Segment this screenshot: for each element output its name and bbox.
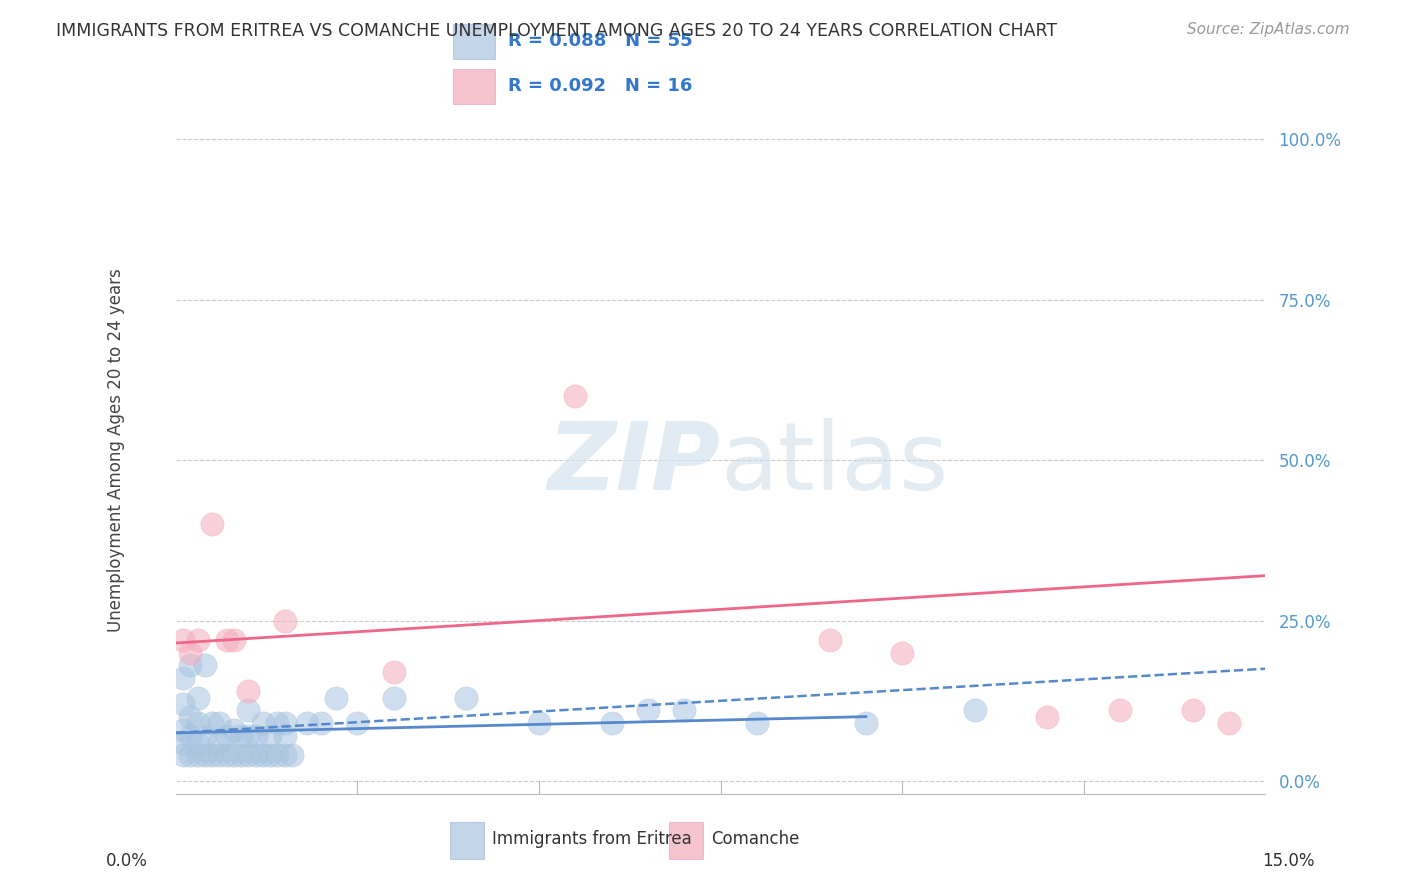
Point [172,697,194,711]
Point [382,690,405,705]
Point [231,729,253,743]
Point [201,517,224,532]
FancyBboxPatch shape [453,69,495,103]
Point [179,748,201,763]
Point [346,716,368,731]
Point [215,632,238,647]
Point [172,671,194,685]
Point [1218,716,1240,731]
Text: Comanche: Comanche [711,830,800,848]
Point [186,716,209,731]
Point [201,716,224,731]
Point [963,703,986,717]
Point [201,748,224,763]
Point [186,632,209,647]
Point [172,748,194,763]
Point [818,632,841,647]
Point [274,748,297,763]
Point [186,690,209,705]
Point [309,716,332,731]
Point [259,729,281,743]
FancyBboxPatch shape [669,822,703,858]
FancyBboxPatch shape [453,24,495,59]
Text: atlas: atlas [721,418,949,510]
Point [186,748,209,763]
Point [208,748,231,763]
FancyBboxPatch shape [450,822,484,858]
Text: ZIP: ZIP [548,418,721,510]
Point [238,748,260,763]
Point [194,748,217,763]
Point [245,748,267,763]
Text: R = 0.088   N = 55: R = 0.088 N = 55 [509,32,693,50]
Point [274,614,297,628]
Point [527,716,550,731]
Point [179,646,201,660]
Point [600,716,623,731]
Point [252,716,274,731]
Point [252,748,274,763]
Point [259,748,281,763]
Point [208,735,231,749]
Point [274,729,297,743]
Point [186,735,209,749]
Point [208,716,231,731]
Point [222,748,245,763]
Point [245,729,267,743]
Point [172,735,194,749]
Point [222,723,245,737]
Point [1109,703,1132,717]
Text: IMMIGRANTS FROM ERITREA VS COMANCHE UNEMPLOYMENT AMONG AGES 20 TO 24 YEARS CORRE: IMMIGRANTS FROM ERITREA VS COMANCHE UNEM… [56,22,1057,40]
Point [745,716,768,731]
Point [179,729,201,743]
Point [215,748,238,763]
Point [172,632,194,647]
Text: 15.0%: 15.0% [1263,852,1315,870]
Point [194,729,217,743]
Point [274,716,297,731]
Point [179,658,201,673]
Text: 0.0%: 0.0% [105,852,148,870]
Text: R = 0.092   N = 16: R = 0.092 N = 16 [509,78,693,95]
Point [637,703,659,717]
Point [382,665,405,679]
Text: Unemployment Among Ages 20 to 24 years: Unemployment Among Ages 20 to 24 years [107,268,125,632]
Point [281,748,304,763]
Point [231,748,253,763]
Point [295,716,318,731]
Point [266,748,288,763]
Point [891,646,914,660]
Point [172,723,194,737]
Point [325,690,347,705]
Point [194,658,217,673]
Point [673,703,696,717]
Text: Immigrants from Eritrea: Immigrants from Eritrea [492,830,692,848]
Point [564,389,586,403]
Point [238,703,260,717]
Point [1181,703,1204,717]
Point [222,632,245,647]
Point [179,710,201,724]
Point [1036,710,1059,724]
Point [238,684,260,698]
Point [855,716,877,731]
Text: Source: ZipAtlas.com: Source: ZipAtlas.com [1187,22,1350,37]
Point [456,690,478,705]
Point [215,729,238,743]
Point [238,729,260,743]
Point [266,716,288,731]
